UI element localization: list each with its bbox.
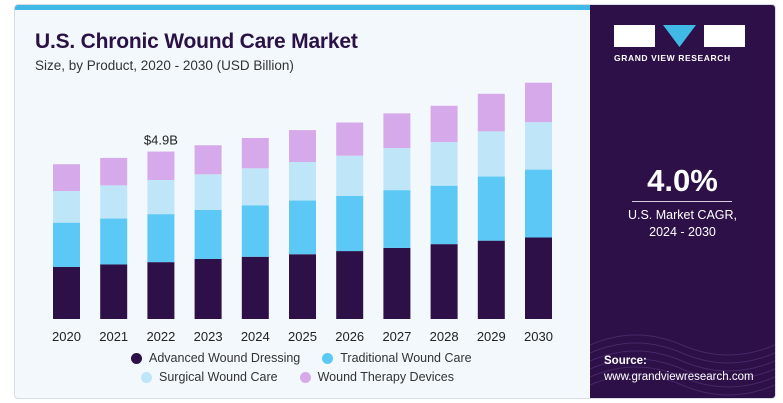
- bar-segment-advanced-wound-dressing-2024: [241, 256, 269, 319]
- bar-segment-wound-therapy-devices-2030: [525, 82, 552, 123]
- cagr-divider: [632, 201, 732, 202]
- bar-segment-surgical-wound-care-2027: [383, 148, 411, 191]
- bar-segment-wound-therapy-devices-2028: [430, 105, 458, 143]
- legend-label: Surgical Wound Care: [159, 370, 278, 384]
- gvr-logo: GRAND VIEW RESEARCH: [614, 25, 754, 63]
- bar-segment-traditional-wound-care-2028: [430, 185, 458, 245]
- bar-segment-wound-therapy-devices-2021: [100, 157, 128, 186]
- logo-chevron-icon: [663, 25, 696, 47]
- bar-segment-traditional-wound-care-2026: [336, 195, 364, 252]
- cagr-label: U.S. Market CAGR, 2024 - 2030: [590, 207, 775, 241]
- bar-segment-traditional-wound-care-2025: [289, 200, 316, 255]
- bar-segment-wound-therapy-devices-2025: [289, 130, 316, 162]
- logo-block-icon: [704, 25, 745, 47]
- bar-segment-advanced-wound-dressing-2027: [383, 247, 411, 319]
- bar-segment-surgical-wound-care-2021: [100, 185, 128, 219]
- legend-row-2: Surgical Wound Care Wound Therapy Device…: [141, 370, 476, 384]
- x-tick-label: 2026: [335, 329, 364, 344]
- bar-segment-wound-therapy-devices-2027: [383, 113, 411, 149]
- bar-segment-traditional-wound-care-2020: [53, 222, 80, 267]
- bar-segment-advanced-wound-dressing-2022: [147, 262, 175, 319]
- chart-panel: 2020 2021 $4.9B 2022 2023 2024 2025 2026 2027 202…: [15, 10, 590, 398]
- gvr-logo-icon: [614, 25, 754, 47]
- legend-label: Advanced Wound Dressing: [149, 351, 301, 365]
- legend-label: Traditional Wound Care: [340, 351, 472, 365]
- x-tick-label: 2024: [241, 329, 270, 344]
- legend-swatch: [141, 371, 152, 383]
- x-tick-label: 2029: [477, 329, 506, 344]
- chart-subtitle: Size, by Product, 2020 - 2030 (USD Billi…: [35, 58, 294, 73]
- bar-segment-traditional-wound-care-2022: [147, 214, 175, 263]
- bar-segment-advanced-wound-dressing-2025: [289, 254, 316, 319]
- x-tick-label: 2027: [382, 329, 411, 344]
- x-tick-label: 2022: [146, 329, 175, 344]
- logo-text: GRAND VIEW RESEARCH: [614, 53, 731, 63]
- legend-swatch: [299, 371, 311, 383]
- legend-item-wound-therapy-devices: Wound Therapy Devices: [299, 370, 455, 384]
- accent-bar: [15, 5, 590, 10]
- x-tick-label: 2030: [524, 329, 553, 344]
- legend-row-1: Advanced Wound Dressing Traditional Woun…: [131, 351, 494, 365]
- bar-segment-wound-therapy-devices-2020: [53, 164, 80, 192]
- legend-item-surgical-wound-care: Surgical Wound Care: [141, 370, 278, 384]
- decorative-wave-lines: [590, 334, 775, 396]
- bar-segment-advanced-wound-dressing-2023: [194, 258, 222, 319]
- cagr-value: 4.0%: [647, 163, 718, 198]
- bar-segment-wound-therapy-devices-2029: [477, 93, 505, 132]
- legend-item-traditional-wound-care: Traditional Wound Care: [322, 351, 472, 365]
- cagr-label-line2: 2024 - 2030: [649, 225, 716, 239]
- source-url[interactable]: www.grandviewresearch.com: [604, 371, 754, 383]
- bar-segment-traditional-wound-care-2023: [194, 210, 222, 259]
- bar-segment-surgical-wound-care-2025: [289, 161, 316, 201]
- bar-segment-advanced-wound-dressing-2029: [477, 240, 505, 319]
- bar-chart: 2020 2021 $4.9B 2022 2023 2024 2025 2026 2027 202…: [52, 82, 553, 344]
- bar-segment-surgical-wound-care-2026: [336, 155, 364, 196]
- x-tick-label: 2021: [99, 329, 128, 344]
- source-block: Source: www.grandviewresearch.com: [604, 353, 754, 385]
- cagr-label-line1: U.S. Market CAGR,: [627, 208, 738, 222]
- bar-segment-traditional-wound-care-2029: [477, 176, 505, 241]
- infographic-card: 2020 2021 $4.9B 2022 2023 2024 2025 2026 2027 202…: [14, 4, 776, 399]
- bar-segment-advanced-wound-dressing-2028: [430, 244, 458, 319]
- bar-segment-surgical-wound-care-2030: [525, 122, 552, 170]
- bar-segment-advanced-wound-dressing-2020: [53, 266, 80, 319]
- bar-segment-wound-therapy-devices-2024: [241, 137, 269, 169]
- x-tick-label: 2023: [194, 329, 223, 344]
- bar-segment-advanced-wound-dressing-2030: [525, 237, 552, 319]
- logo-block-icon: [614, 25, 655, 47]
- bar-segment-traditional-wound-care-2027: [383, 190, 411, 248]
- legend-swatch: [131, 352, 142, 364]
- bar-segment-surgical-wound-care-2029: [477, 131, 505, 177]
- bar-segment-traditional-wound-care-2024: [241, 205, 269, 257]
- bar-segment-wound-therapy-devices-2026: [336, 122, 364, 156]
- x-tick-label: 2020: [52, 329, 81, 344]
- bar-segment-surgical-wound-care-2020: [53, 191, 80, 223]
- bar-segment-traditional-wound-care-2030: [525, 169, 552, 238]
- bar-segment-surgical-wound-care-2023: [194, 174, 222, 211]
- x-tick-label: 2028: [430, 329, 459, 344]
- chart-title: U.S. Chronic Wound Care Market: [35, 30, 358, 53]
- legend-item-advanced-wound-dressing: Advanced Wound Dressing: [131, 351, 300, 365]
- summary-panel: GRAND VIEW RESEARCH 4.0% U.S. Market CAG…: [590, 5, 775, 398]
- bar-segment-wound-therapy-devices-2023: [194, 145, 222, 175]
- source-label: Source:: [604, 355, 647, 367]
- bar-segment-surgical-wound-care-2022: [147, 180, 175, 215]
- bar-segment-wound-therapy-devices-2022: [147, 151, 175, 181]
- legend-label: Wound Therapy Devices: [317, 370, 455, 384]
- bar-segment-traditional-wound-care-2021: [100, 218, 128, 265]
- bar-segment-surgical-wound-care-2028: [430, 142, 458, 186]
- bar-segment-advanced-wound-dressing-2026: [336, 251, 364, 319]
- bar-segment-surgical-wound-care-2024: [241, 168, 269, 206]
- bar-segment-advanced-wound-dressing-2021: [100, 264, 128, 319]
- data-label: $4.9B: [144, 133, 178, 148]
- legend-swatch: [322, 352, 334, 364]
- x-tick-label: 2025: [288, 329, 317, 344]
